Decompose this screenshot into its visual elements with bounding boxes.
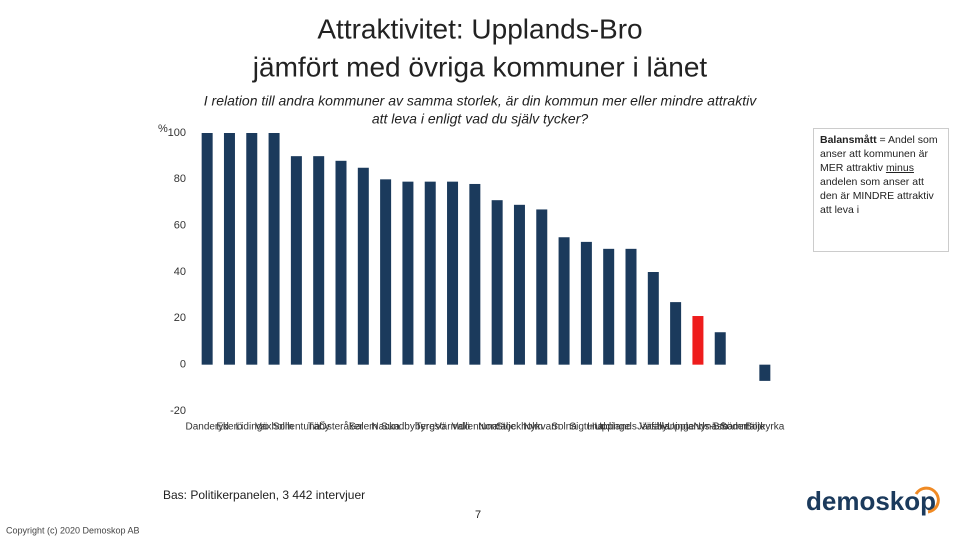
bar bbox=[357, 167, 369, 365]
x-tick-label: Haninge bbox=[657, 422, 695, 433]
x-tick-label: Sigtuna bbox=[569, 422, 603, 433]
y-tick-label: 60 bbox=[174, 220, 186, 232]
bar bbox=[759, 364, 771, 381]
bar bbox=[380, 179, 392, 365]
bar bbox=[603, 248, 615, 365]
x-tick-label: Norrtälje bbox=[478, 422, 516, 433]
y-tick-label: 40 bbox=[174, 266, 186, 278]
bar bbox=[246, 133, 258, 365]
x-tick-label: Vaxholm bbox=[255, 422, 293, 433]
chart-subtitle: I relation till andra kommuner av samma … bbox=[204, 93, 757, 109]
page-number: 7 bbox=[475, 509, 481, 521]
x-tick-label: Södertälje bbox=[720, 422, 765, 433]
bar bbox=[469, 183, 481, 365]
note-bold: Balansmått bbox=[820, 134, 877, 146]
x-tick-label: Upplands-Bro bbox=[667, 422, 729, 433]
bar bbox=[268, 133, 280, 365]
bar bbox=[513, 204, 525, 365]
bar bbox=[558, 237, 570, 365]
logo-arc bbox=[914, 486, 940, 514]
note-text: = Andel som anser att kommunen är MER at… bbox=[820, 134, 938, 174]
x-tick-label: Ekerö bbox=[216, 422, 243, 433]
bar bbox=[647, 272, 659, 365]
bar bbox=[223, 133, 235, 365]
y-tick-label: 20 bbox=[174, 312, 186, 324]
bar bbox=[625, 248, 637, 365]
y-tick-label: 0 bbox=[180, 359, 186, 371]
x-tick-label: Salem bbox=[349, 422, 377, 433]
bar bbox=[424, 181, 436, 365]
bar bbox=[313, 156, 325, 365]
x-tick-label: Nynäshamn bbox=[694, 422, 747, 433]
bar bbox=[670, 302, 682, 365]
x-tick-label: Värmdö bbox=[435, 422, 470, 433]
chart-subtitle: att leva i enligt vad du själv tycker? bbox=[372, 111, 589, 127]
bar bbox=[491, 200, 503, 365]
x-tick-label: Nykvarn bbox=[523, 422, 560, 433]
x-tick-label: Solna bbox=[551, 422, 577, 433]
note-box: Balansmått = Andel som anser att kommune… bbox=[813, 128, 949, 252]
bar bbox=[580, 241, 592, 365]
x-tick-label: Nacka bbox=[371, 422, 400, 433]
x-tick-label: Vallentuna bbox=[452, 422, 499, 433]
bar bbox=[714, 332, 726, 365]
chart-title: jämfört med övriga kommuner i länet bbox=[252, 51, 708, 82]
x-tick-label: Österåker bbox=[319, 421, 364, 433]
note-underlined: minus bbox=[885, 162, 914, 174]
bar bbox=[290, 156, 302, 365]
logo: demoskop bbox=[806, 486, 936, 516]
x-tick-label: Täby bbox=[308, 422, 330, 433]
x-tick-label: Sundbyberg bbox=[381, 422, 435, 433]
y-tick-label: 100 bbox=[168, 127, 186, 139]
y-tick-label: -20 bbox=[170, 405, 186, 417]
x-tick-label: Järfälla bbox=[637, 422, 670, 433]
bar bbox=[447, 181, 459, 365]
bar bbox=[402, 181, 414, 365]
x-tick-label: Stockholm bbox=[496, 422, 543, 433]
bar bbox=[201, 133, 213, 365]
y-axis-label: % bbox=[158, 123, 168, 135]
chart-title: Attraktivitet: Upplands-Bro bbox=[317, 13, 642, 44]
note-text: andelen som anser att den är MINDRE attr… bbox=[820, 176, 934, 216]
bar bbox=[536, 209, 548, 365]
x-tick-label: Huddinge bbox=[587, 422, 630, 433]
x-tick-label: Upplands Väsby bbox=[595, 422, 668, 433]
x-tick-label: Danderyd bbox=[185, 422, 228, 433]
x-tick-label: Lidingö bbox=[236, 422, 269, 433]
y-tick-label: 80 bbox=[174, 173, 186, 185]
base-note: Bas: Politikerpanelen, 3 442 intervjuer bbox=[163, 488, 365, 502]
x-tick-label: Sollentuna bbox=[273, 422, 321, 433]
x-tick-label: Tyresö bbox=[415, 422, 445, 433]
bar bbox=[692, 316, 704, 365]
copyright: Copyright (c) 2020 Demoskop AB bbox=[6, 525, 140, 535]
x-tick-label: Botkyrka bbox=[745, 422, 784, 433]
bar bbox=[335, 160, 347, 365]
